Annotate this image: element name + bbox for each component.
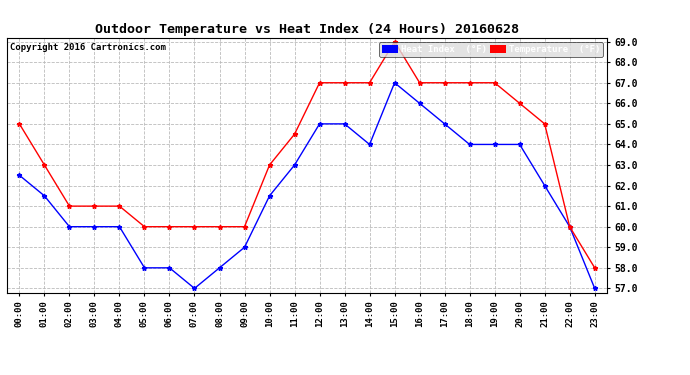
Legend: Heat Index  (°F), Temperature  (°F): Heat Index (°F), Temperature (°F)	[380, 42, 602, 57]
Text: Copyright 2016 Cartronics.com: Copyright 2016 Cartronics.com	[10, 43, 166, 52]
Title: Outdoor Temperature vs Heat Index (24 Hours) 20160628: Outdoor Temperature vs Heat Index (24 Ho…	[95, 23, 519, 36]
